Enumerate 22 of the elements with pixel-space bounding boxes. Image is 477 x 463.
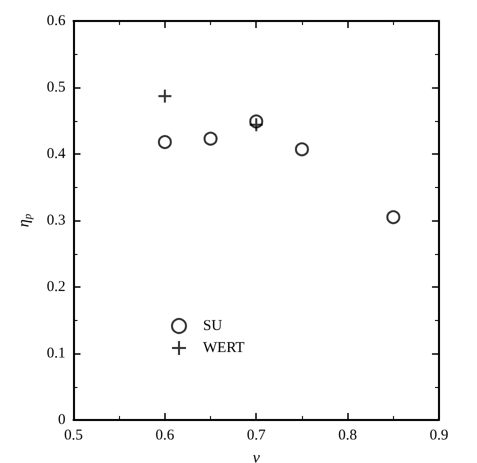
y-tick-label: 0.2 <box>46 279 66 295</box>
y-tick-label: 0.5 <box>46 80 66 96</box>
y-tick-label: 0.1 <box>46 346 66 362</box>
y-tick-label: 0 <box>58 412 66 428</box>
x-tick-label: 0.9 <box>430 428 448 444</box>
legend-label: SU <box>203 318 222 334</box>
y-tick-label: 0.6 <box>46 13 66 29</box>
point <box>204 132 218 146</box>
point <box>248 117 264 132</box>
point <box>386 210 400 224</box>
legend-label: WERT <box>203 340 245 356</box>
y-tick-label: 0.3 <box>46 212 66 228</box>
y-axis-title: ηp <box>16 213 34 228</box>
x-tick-label: 0.8 <box>338 428 357 444</box>
point <box>157 88 172 104</box>
x-tick-label: 0.6 <box>156 428 175 444</box>
y-tick-label: 0.4 <box>46 146 66 162</box>
x-tick-label: 0.5 <box>64 428 83 444</box>
point <box>158 135 172 150</box>
point <box>294 142 309 156</box>
x-axis-title: ν <box>252 450 261 463</box>
x-tick-label: 0.7 <box>246 428 266 444</box>
